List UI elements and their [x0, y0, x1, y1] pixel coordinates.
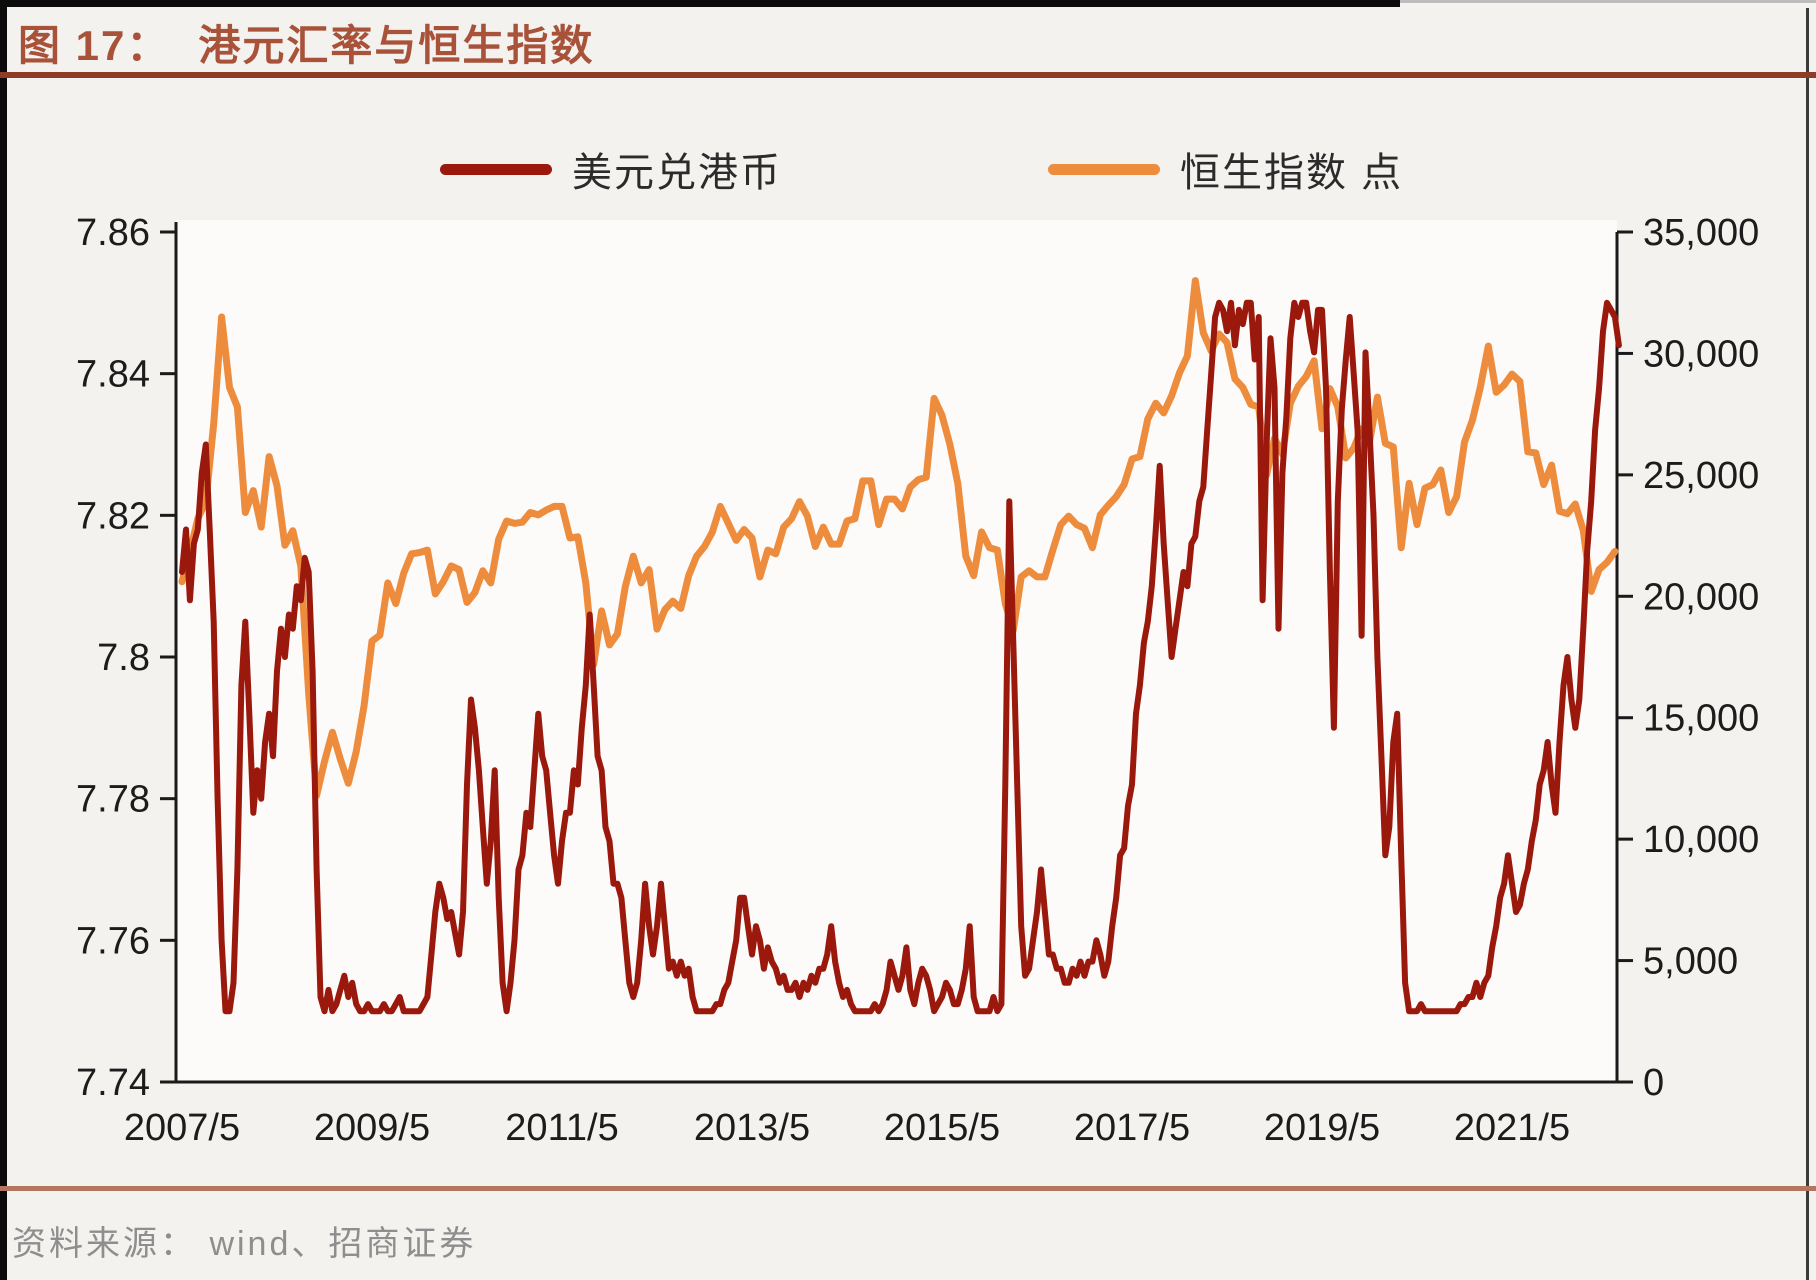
plot-area [176, 220, 1617, 1082]
figure-label: 图 17： [18, 22, 171, 69]
hsi-line-swatch [1048, 163, 1160, 175]
legend-label-usdhkd: 美元兑港币 [572, 151, 782, 195]
right-axis-tick-label: 0 [1643, 1062, 1664, 1104]
right-axis-tick-label: 10,000 [1643, 819, 1759, 861]
series-hsi-line [178, 277, 1619, 799]
right-axis-tick-label: 30,000 [1643, 333, 1759, 375]
usdhkd-line-swatch [440, 163, 552, 175]
x-axis-tick-label: 2017/5 [1074, 1107, 1190, 1149]
left-axis-tick-label: 7.84 [76, 354, 150, 396]
left-axis-tick-label: 7.78 [76, 779, 150, 821]
x-axis-tick-label: 2019/5 [1264, 1107, 1380, 1149]
legend-item-usdhkd: 美元兑港币 [440, 140, 782, 198]
right-axis-tick-label: 25,000 [1643, 455, 1759, 497]
chart-canvas: 7.86 7.84 7.82 7.8 7.78 7.76 7.74 35,000 30,000 2… [76, 212, 1759, 1149]
x-axis-tick-label: 2007/5 [124, 1107, 240, 1149]
figure-title: 图 17： 港元汇率与恒生指数 [18, 12, 594, 73]
left-axis-tick-label: 7.82 [76, 495, 150, 537]
left-axis-tick-label: 7.8 [97, 637, 150, 679]
right-axis-tick-label: 5,000 [1643, 941, 1738, 983]
title-divider [0, 72, 1816, 78]
left-axis-tick-label: 7.74 [76, 1062, 150, 1104]
figure-title-text: 港元汇率与恒生指数 [198, 22, 595, 69]
left-axis-tick-label: 7.76 [76, 920, 150, 962]
left-axis-tick-label: 7.86 [76, 212, 150, 254]
right-border [1806, 8, 1809, 1280]
top-border-light [1400, 0, 1816, 3]
x-axis-tick-label: 2011/5 [505, 1107, 618, 1149]
left-border [0, 0, 7, 1280]
x-axis-tick-label: 2021/5 [1454, 1107, 1570, 1149]
top-border [0, 0, 1400, 7]
footer-divider [0, 1186, 1816, 1191]
series-usdhkd-line [179, 299, 1622, 1015]
source-note: 资料来源： wind、招商证券 [12, 1225, 477, 1263]
right-axis-tick-label: 20,000 [1643, 576, 1759, 618]
legend-label-hsi: 恒生指数 点 [1180, 151, 1404, 195]
legend-item-hsi: 恒生指数 点 [1048, 140, 1403, 198]
right-axis-tick-label: 35,000 [1643, 212, 1759, 254]
right-axis-tick-label: 15,000 [1643, 698, 1759, 740]
x-axis-tick-label: 2015/5 [884, 1107, 1000, 1149]
x-axis-tick-label: 2009/5 [314, 1107, 430, 1149]
x-axis-tick-label: 2013/5 [694, 1107, 810, 1149]
